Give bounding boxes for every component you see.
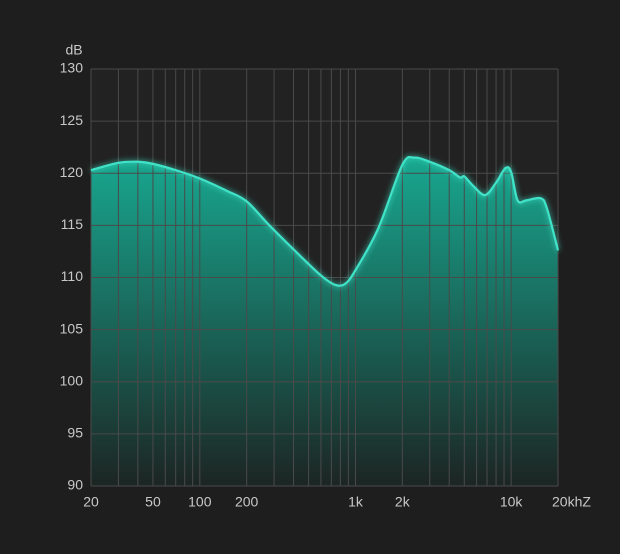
y-tick-label: 115 [61, 216, 84, 232]
y-tick-label: 100 [60, 372, 84, 388]
y-tick-label: 105 [60, 320, 84, 336]
y-tick-label: 90 [67, 477, 83, 493]
x-tick-label: 100 [188, 494, 212, 510]
x-tick-label: 10k [500, 494, 524, 510]
y-tick-label: 95 [67, 425, 83, 441]
x-tick-label: 2k [395, 494, 411, 510]
y-axis-label: dB [65, 42, 82, 58]
y-tick-label: 120 [60, 164, 84, 180]
y-tick-label: 110 [61, 268, 84, 284]
line [90, 155, 560, 287]
x-tick-label: 1k [348, 494, 364, 510]
area [91, 156, 558, 486]
x-tick-label: 20khZ [552, 494, 591, 510]
y-tick-label: 130 [60, 60, 84, 76]
x-tick-label: 200 [235, 494, 259, 510]
x-tick-label: 50 [145, 494, 161, 510]
y-tick-label: 125 [60, 112, 84, 128]
x-tick-label: 20 [83, 494, 99, 510]
